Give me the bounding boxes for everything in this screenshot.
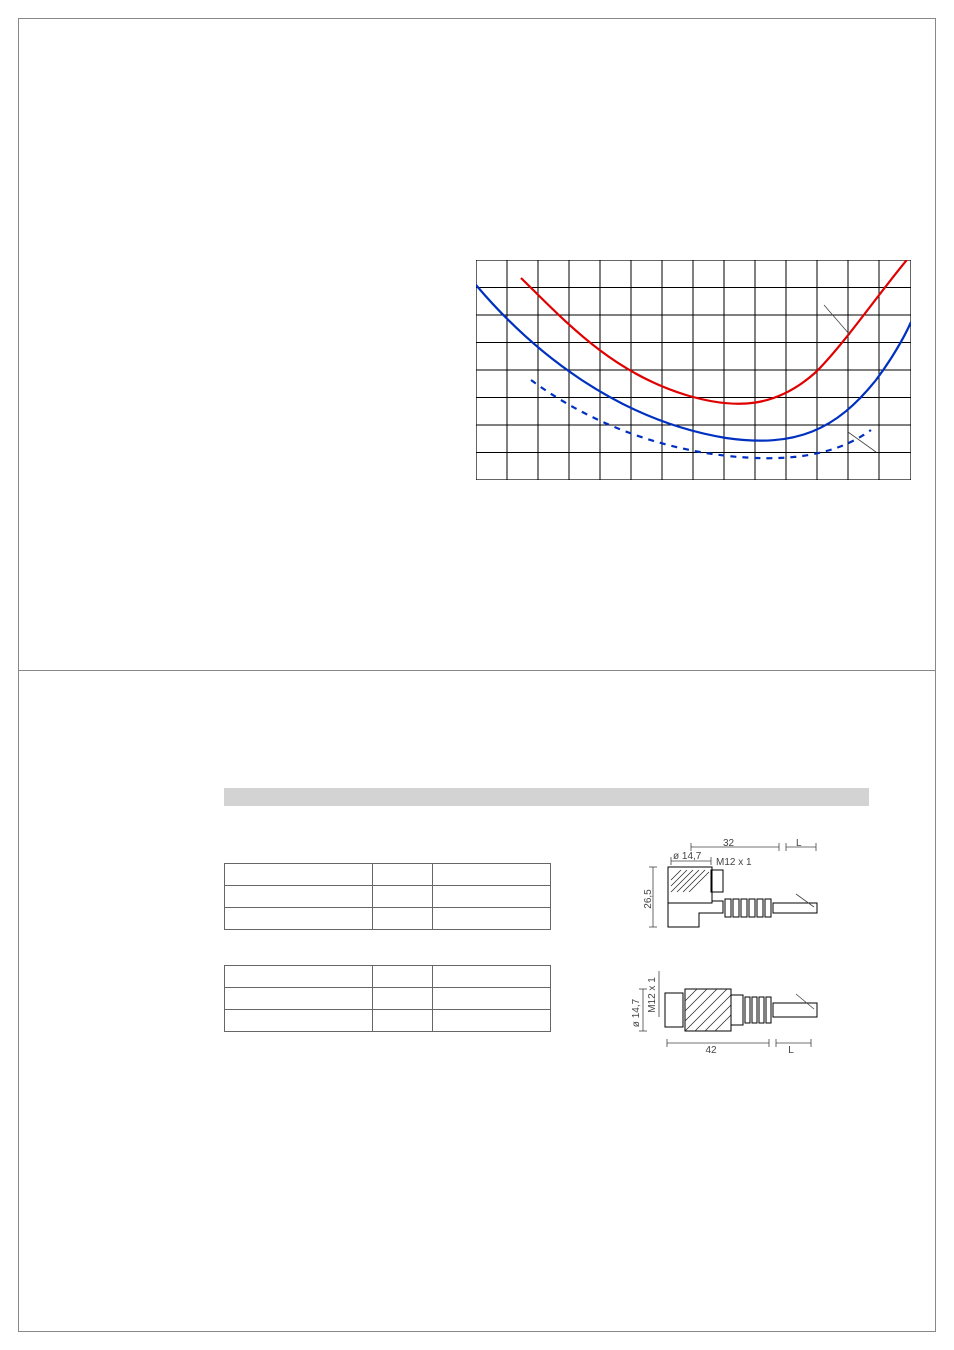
connector-drawings: 32 L ø 14,7 M12 x 1 26,5 (611, 839, 861, 1069)
cell (373, 886, 433, 908)
cell (225, 864, 373, 886)
cell (373, 966, 433, 988)
table-row (225, 1010, 551, 1032)
table-right-angle-connector (224, 863, 551, 930)
dim-L: L (796, 839, 802, 849)
cell (225, 886, 373, 908)
table-straight-connector (224, 965, 551, 1032)
dim-thread: M12 x 1 (716, 857, 752, 868)
cell (433, 886, 551, 908)
table-row (225, 908, 551, 930)
dim-L-s: L (788, 1045, 794, 1056)
dim-height: 26,5 (643, 889, 654, 909)
cell (433, 1010, 551, 1032)
dim-thread-s: M12 x 1 (647, 977, 658, 1013)
dim-dia: ø 14,7 (673, 851, 702, 862)
cell (433, 908, 551, 930)
cell (225, 1010, 373, 1032)
table-row (225, 988, 551, 1010)
table-row (225, 864, 551, 886)
table-row (225, 966, 551, 988)
dim-32: 32 (723, 839, 735, 849)
dim-dia-s: ø 14,7 (631, 998, 642, 1027)
cell (373, 1010, 433, 1032)
cell (373, 988, 433, 1010)
cell (225, 988, 373, 1010)
dim-42: 42 (705, 1045, 717, 1056)
cell (373, 864, 433, 886)
section-divider (19, 670, 935, 671)
chart-vibration (476, 260, 911, 480)
page-frame: 32 L ø 14,7 M12 x 1 26,5 (18, 18, 936, 1332)
table-row (225, 886, 551, 908)
cell (373, 908, 433, 930)
cell (433, 988, 551, 1010)
cell (433, 966, 551, 988)
cell (433, 864, 551, 886)
cell (225, 966, 373, 988)
cell (225, 908, 373, 930)
accessories-header-bar (224, 788, 869, 806)
